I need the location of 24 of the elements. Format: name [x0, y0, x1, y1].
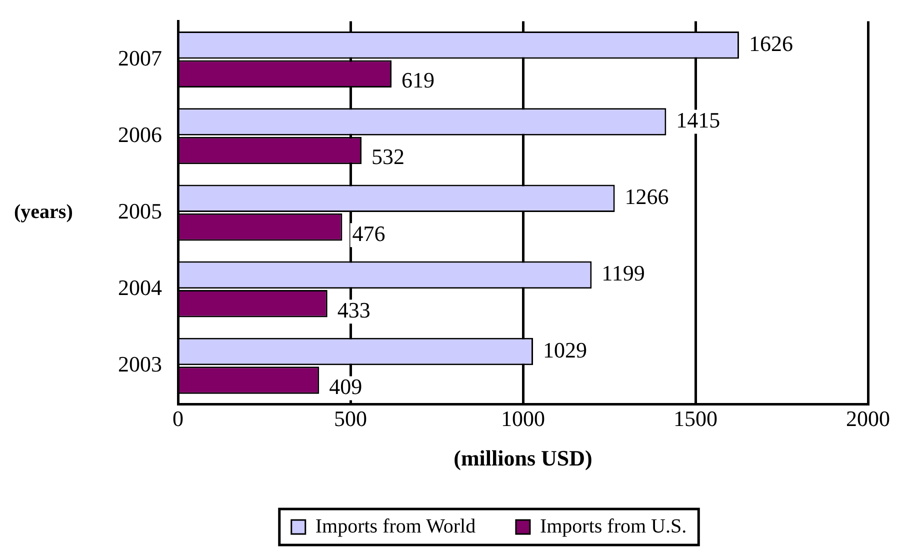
x-tick-label: 1000 — [501, 406, 545, 432]
x-tick-label: 500 — [334, 406, 367, 432]
y-tick-label: 2007 — [118, 45, 162, 70]
y-tick-label: 2006 — [118, 122, 162, 147]
data-label: 619 — [402, 68, 435, 93]
x-tick-label: 2000 — [846, 406, 890, 432]
data-label: 1415 — [676, 108, 720, 133]
data-label: 1626 — [748, 30, 793, 56]
data-label: 1199 — [602, 260, 645, 286]
y-axis-title: (years) — [14, 200, 73, 223]
y-tick-label: 2003 — [118, 352, 162, 377]
y-tick-label: 2005 — [118, 198, 162, 224]
data-label: 1029 — [543, 337, 588, 362]
data-label: 476 — [352, 220, 386, 246]
data-label: 409 — [329, 374, 362, 400]
data-label: 1266 — [624, 184, 669, 210]
data-label: 532 — [372, 144, 405, 170]
x-tick-label: 1500 — [674, 406, 718, 432]
data-label: 433 — [337, 297, 370, 322]
legend-label: Imports from U.S. — [540, 515, 687, 538]
legend-label: Imports from World — [315, 515, 476, 538]
x-tick-label: 0 — [172, 406, 184, 432]
x-axis-title: (millions USD) — [454, 445, 592, 470]
y-tick-label: 2004 — [118, 275, 162, 300]
